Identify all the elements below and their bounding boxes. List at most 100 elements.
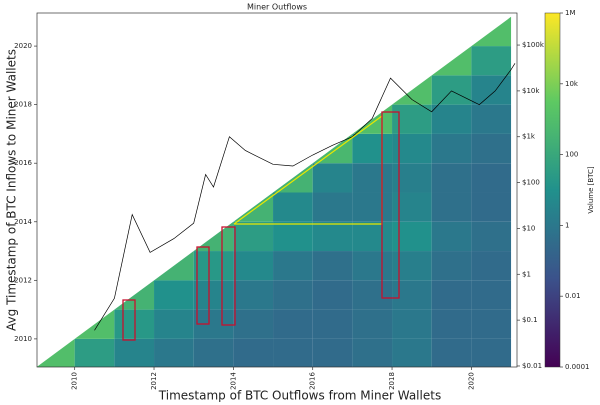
heat-cell [352, 192, 393, 222]
heat-cell [471, 16, 512, 47]
heat-cell [471, 104, 512, 134]
heat-cell [233, 309, 274, 339]
colorbar-tick-label: 10k [565, 80, 579, 88]
heat-cell [312, 163, 353, 193]
heat-cell [471, 309, 512, 339]
heat-cell [352, 133, 393, 164]
heat-cell [471, 192, 512, 222]
heat-cell [431, 75, 472, 105]
heat-cell [471, 163, 512, 193]
y2-tick-label: $1k [522, 133, 536, 141]
y2-tick-label: $100k [522, 41, 545, 49]
heat-cell [233, 221, 274, 252]
heat-cell [392, 309, 432, 339]
heat-cell [471, 221, 512, 252]
heat-cell [193, 221, 234, 252]
heat-cell [37, 338, 75, 367]
heat-cell [352, 163, 393, 193]
heat-cell [352, 280, 393, 310]
heat-cell [273, 309, 313, 339]
y-axis-label: Avg Timestamp of BTC Inflows to Miner Wa… [5, 49, 19, 331]
heat-cell [431, 309, 472, 339]
chart-title: Miner Outflows [247, 3, 307, 12]
heat-cell [312, 192, 353, 222]
heat-cell [431, 251, 472, 281]
heat-cell [233, 192, 274, 222]
heat-cell [392, 221, 432, 252]
heat-cell [471, 251, 512, 281]
heat-cell [471, 133, 512, 164]
heat-cell [431, 133, 472, 164]
heat-cell [154, 280, 194, 310]
y-tick-label: 2010 [14, 335, 32, 343]
plot-frame [36, 12, 518, 368]
heat-cell [312, 221, 353, 252]
colorbar-tick-label: 0.01 [565, 292, 581, 300]
heat-cell [273, 192, 313, 222]
heat-cell [471, 75, 512, 105]
y-tick-label: 2012 [14, 276, 32, 284]
heat-cell [312, 338, 353, 367]
heat-cell [273, 338, 313, 367]
heat-cell [312, 251, 353, 281]
y2-tick-label: $0.01 [522, 362, 542, 370]
x-tick-label: 2016 [309, 372, 317, 390]
x-tick-label: 2018 [388, 372, 396, 390]
heat-cell [273, 163, 313, 193]
heat-cell [273, 280, 313, 310]
x-tick-label: 2012 [150, 372, 158, 390]
heat-cell [74, 309, 115, 339]
colorbar-label: Volume [BTC] [587, 166, 595, 214]
heat-cell [392, 163, 432, 193]
heat-cell [431, 221, 472, 252]
heat-cell [114, 309, 155, 339]
heat-cell [431, 163, 472, 193]
heat-cell [471, 46, 512, 76]
heat-cell [193, 251, 234, 281]
heat-cell [233, 280, 274, 310]
colorbar [544, 12, 561, 368]
heat-cell [392, 251, 432, 281]
heat-cell [114, 280, 155, 310]
heat-cell [273, 221, 313, 252]
heat-cell [471, 338, 512, 367]
y-tick-label: 2018 [14, 101, 32, 109]
heat-cell [312, 133, 353, 164]
y-tick-label: 2014 [14, 218, 32, 226]
heat-cell [431, 338, 472, 367]
x-tick-label: 2010 [71, 372, 79, 390]
heat-cell [312, 280, 353, 310]
colorbar-tick-label: 0.0001 [565, 363, 590, 371]
x-tick-label: 2020 [467, 372, 475, 390]
heat-cell [471, 280, 512, 310]
heat-cell [352, 251, 393, 281]
heat-cell [431, 104, 472, 134]
colorbar-tick-label: 100 [565, 151, 578, 159]
heat-cell [392, 75, 432, 105]
heat-cell [352, 338, 393, 367]
heat-cell [392, 280, 432, 310]
heat-cell [312, 309, 353, 339]
heat-cell [154, 251, 194, 281]
heat-cell [392, 192, 432, 222]
y2-tick-label: $100 [522, 179, 540, 187]
heat-cell [193, 309, 234, 339]
y2-tick-label: $10k [522, 87, 540, 95]
y2-tick-label: $1 [522, 270, 531, 278]
heat-cell [352, 309, 393, 339]
heatmap [37, 16, 512, 367]
heat-cell [193, 280, 234, 310]
heat-cell [233, 338, 274, 367]
colorbar-tick-label: 1M [565, 9, 576, 17]
y-tick-label: 2020 [14, 42, 32, 50]
y2-tick-label: $0.1 [522, 316, 538, 324]
heat-cell [154, 338, 194, 367]
heat-cell [431, 280, 472, 310]
heat-cell [431, 46, 472, 76]
heat-cell [154, 309, 194, 339]
heat-cell [74, 338, 115, 367]
x-tick-label: 2014 [229, 372, 237, 390]
heat-cell [392, 104, 432, 134]
heat-cell [233, 251, 274, 281]
heat-cell [193, 338, 234, 367]
